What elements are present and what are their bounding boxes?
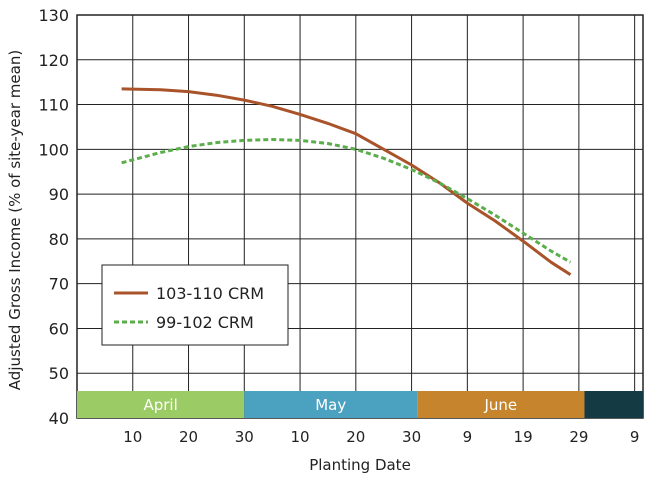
legend-label-103-110: 103-110 CRM bbox=[156, 284, 264, 303]
y-tick-label: 110 bbox=[38, 96, 69, 115]
month-band bbox=[77, 391, 245, 418]
month-band bbox=[417, 391, 585, 418]
x-tick-label: 19 bbox=[514, 428, 533, 446]
grid bbox=[76, 14, 644, 419]
x-axis-label: Planting Date bbox=[309, 456, 411, 474]
x-tick-label: 9 bbox=[463, 428, 473, 446]
y-tick-label: 130 bbox=[38, 6, 69, 25]
x-tick-label: 20 bbox=[346, 428, 365, 446]
y-tick-label: 50 bbox=[49, 364, 69, 383]
x-tick-label: 10 bbox=[291, 428, 310, 446]
y-tick-label: 40 bbox=[49, 409, 69, 428]
plot-area bbox=[76, 14, 644, 419]
month-label: May bbox=[315, 396, 346, 414]
legend-label-99-102: 99-102 CRM bbox=[156, 313, 254, 332]
x-tick-label: 10 bbox=[123, 428, 142, 446]
month-band bbox=[244, 391, 418, 418]
series-lines bbox=[121, 87, 572, 276]
month-band bbox=[584, 391, 643, 418]
x-tick-label: 30 bbox=[402, 428, 421, 446]
x-tick-label: 30 bbox=[235, 428, 254, 446]
series-line bbox=[121, 87, 572, 276]
y-tick-label: 80 bbox=[49, 230, 69, 249]
month-bands: April May June bbox=[77, 391, 643, 418]
x-tick-label: 20 bbox=[179, 428, 198, 446]
y-tick-label: 120 bbox=[38, 51, 69, 70]
legend: 103-110 CRM 99-102 CRM bbox=[101, 264, 289, 346]
x-tick-label: 9 bbox=[630, 428, 640, 446]
y-axis-label: Adjusted Gross Income (% of site-year me… bbox=[6, 50, 24, 390]
month-label: April bbox=[143, 396, 177, 414]
axis-ticks: 40 50 60 70 80 90 100 110 120 130 10 20 30 10 20 30 9 19 2… bbox=[38, 6, 639, 446]
month-label: June bbox=[483, 396, 517, 414]
y-tick-label: 100 bbox=[38, 140, 69, 159]
y-tick-label: 60 bbox=[49, 319, 69, 338]
y-tick-label: 70 bbox=[49, 275, 69, 294]
series-line bbox=[121, 138, 572, 264]
y-tick-label: 90 bbox=[49, 185, 69, 204]
x-tick-label: 29 bbox=[569, 428, 588, 446]
